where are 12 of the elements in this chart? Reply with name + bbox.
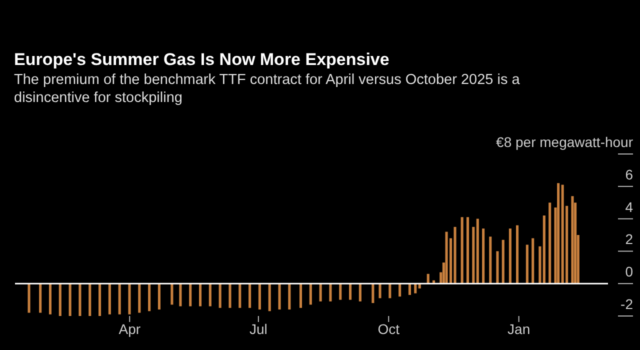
chart-subtitle: The premium of the benchmark TTF contract for April versus October 2025 is a disincentive for stockpiling [14, 71, 521, 107]
y-tick-label: -2 [620, 296, 634, 312]
y-tick-label: €8 per megawatt-hour [496, 134, 634, 150]
y-tick-label: 4 [625, 198, 634, 215]
x-tick-label: Oct [378, 320, 400, 337]
y-tick-label: 2 [625, 231, 634, 248]
x-tick-label: Jul [249, 320, 268, 337]
y-tick-label: 6 [625, 166, 634, 182]
chart-title: Europe's Summer Gas Is Now More Expensive [14, 50, 390, 70]
x-tick-label: Apr [118, 320, 141, 337]
y-tick-label: 0 [625, 264, 634, 280]
x-tick-label: Jan [508, 320, 530, 337]
